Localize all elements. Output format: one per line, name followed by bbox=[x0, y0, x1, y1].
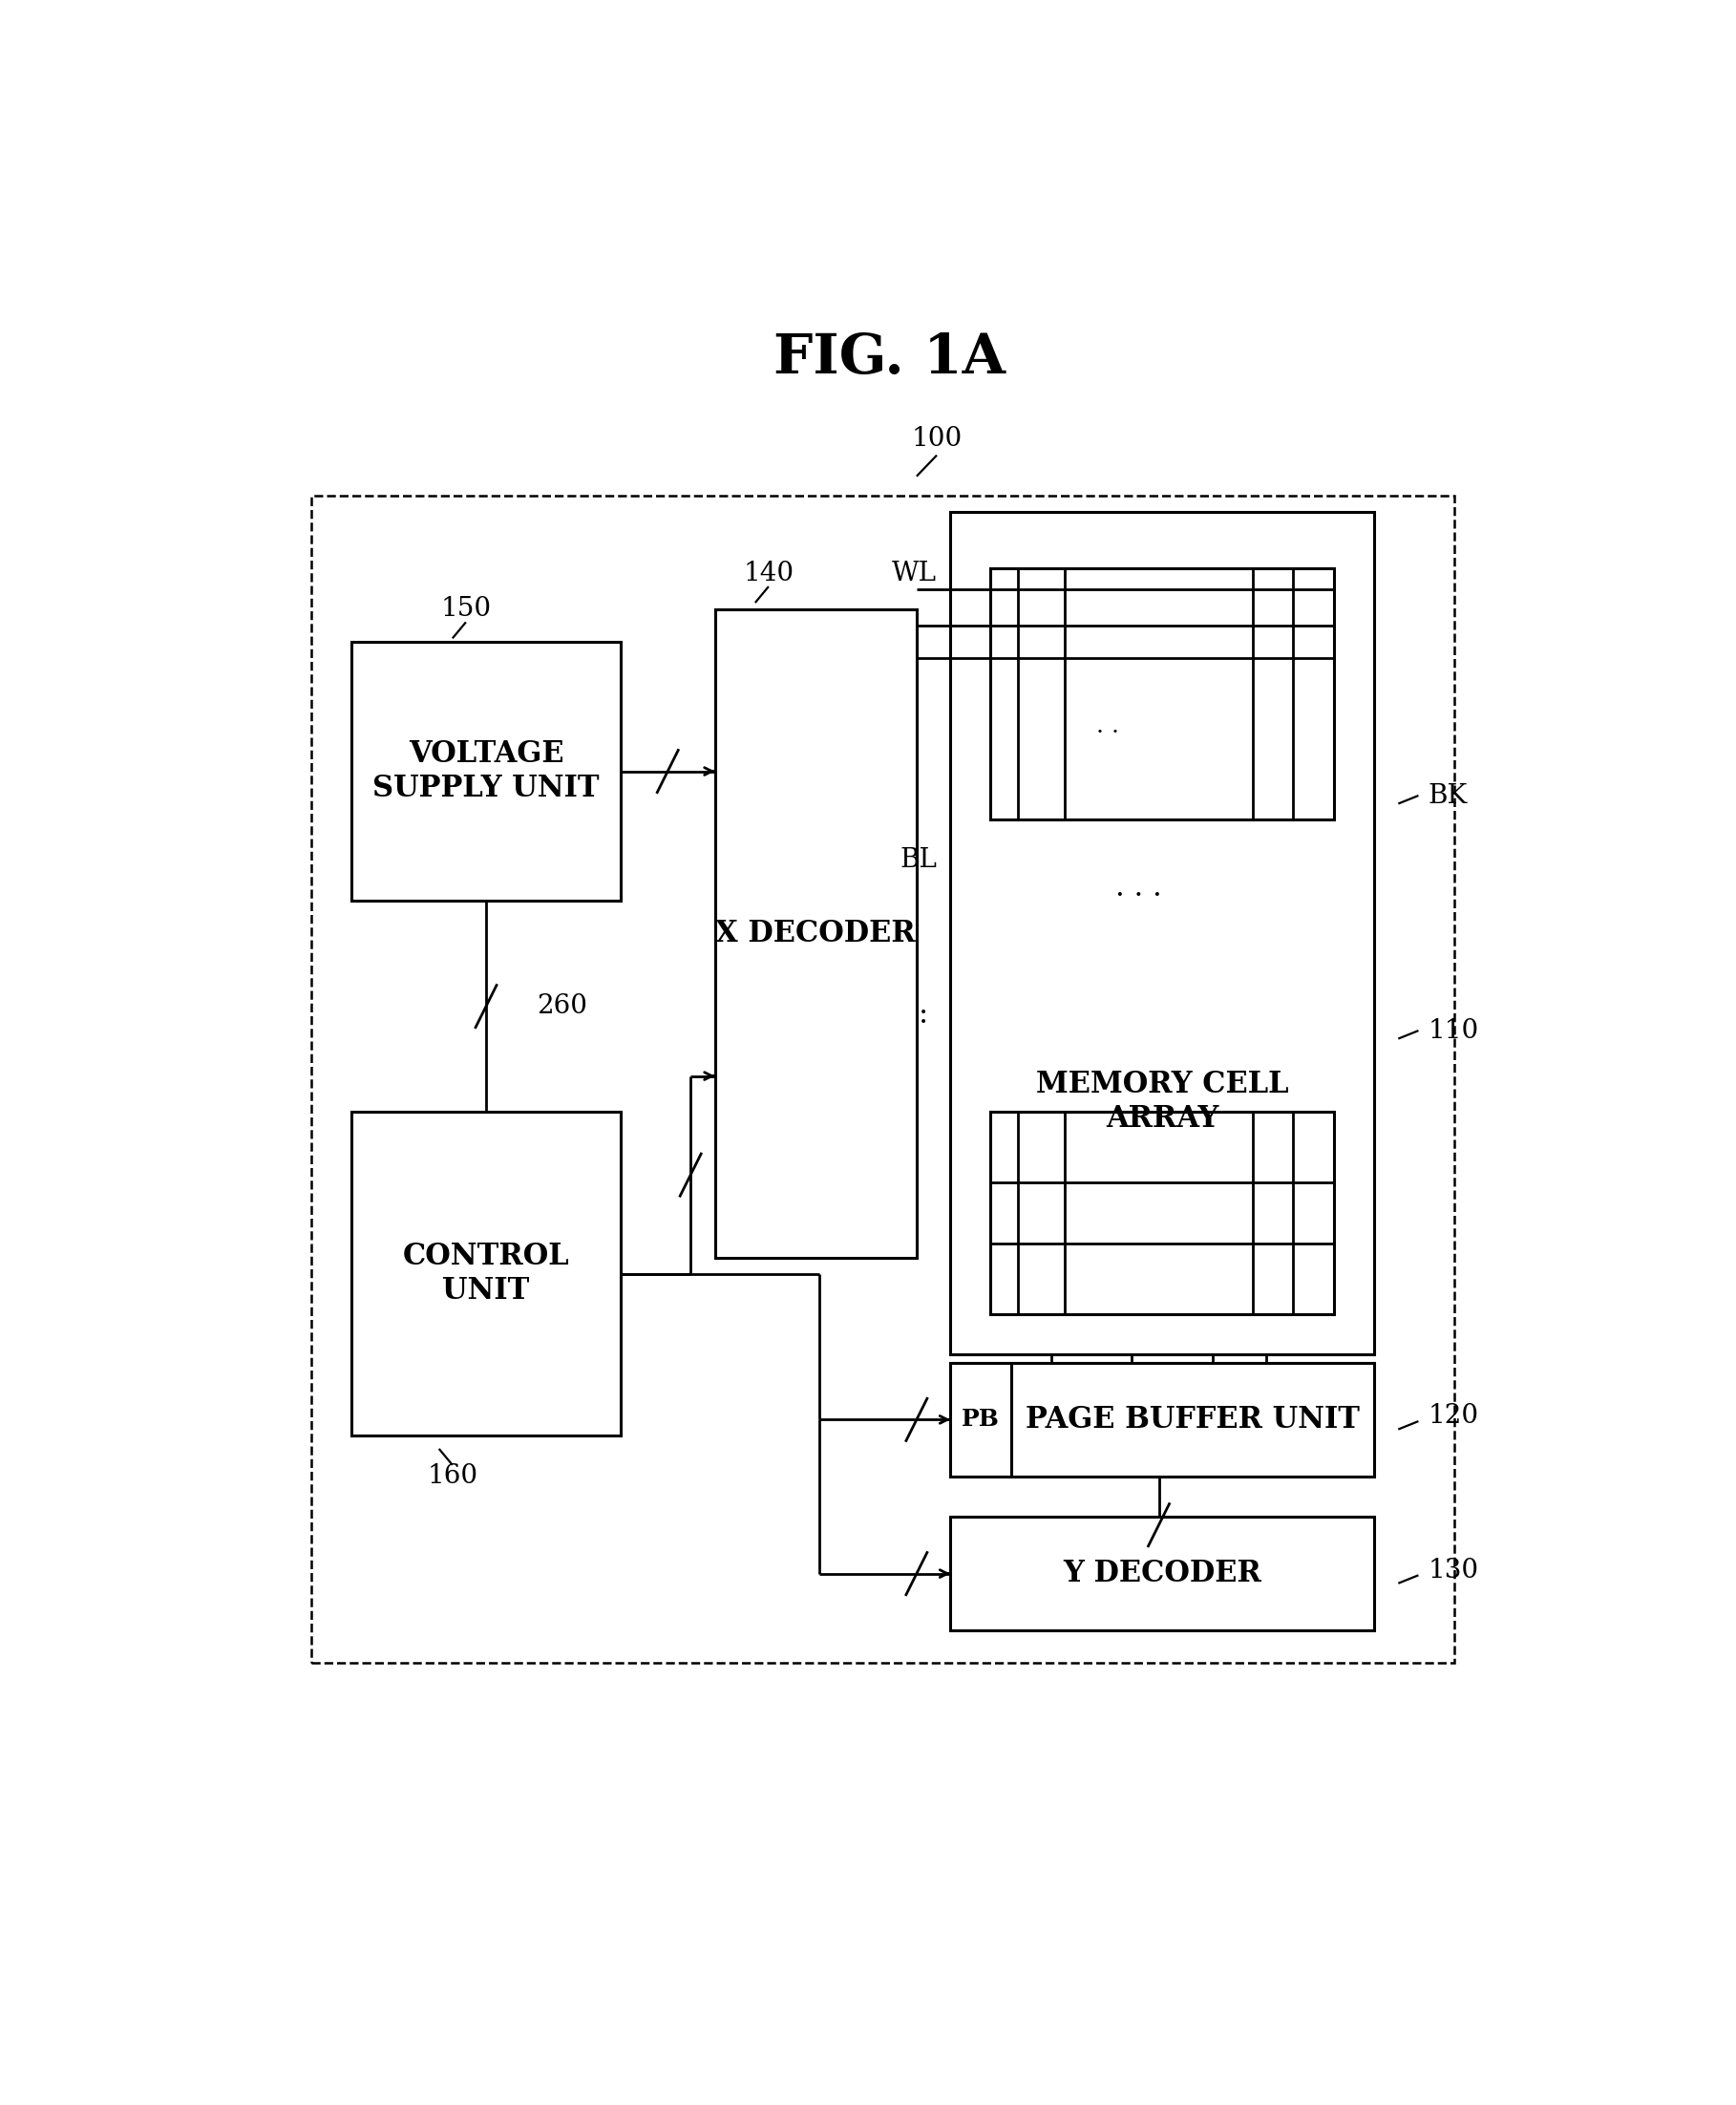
Bar bbox=[1010, 1362, 1375, 1476]
Text: CONTROL
UNIT: CONTROL UNIT bbox=[403, 1242, 569, 1305]
Text: MEMORY CELL
ARRAY: MEMORY CELL ARRAY bbox=[1036, 1069, 1288, 1135]
Text: VOLTAGE
SUPPLY UNIT: VOLTAGE SUPPLY UNIT bbox=[373, 739, 599, 804]
Bar bbox=[991, 568, 1333, 819]
Text: BL: BL bbox=[899, 848, 937, 874]
Text: BK: BK bbox=[1427, 783, 1467, 808]
Text: 130: 130 bbox=[1427, 1558, 1479, 1583]
Text: 260: 260 bbox=[536, 994, 589, 1019]
Text: 110: 110 bbox=[1427, 1017, 1479, 1044]
Text: X DECODER: X DECODER bbox=[715, 918, 917, 947]
Text: . . .: . . . bbox=[1115, 874, 1161, 903]
Bar bbox=[311, 497, 1455, 1663]
Text: 160: 160 bbox=[427, 1463, 477, 1488]
Text: 100: 100 bbox=[911, 425, 962, 453]
Text: 120: 120 bbox=[1427, 1404, 1479, 1429]
Bar bbox=[950, 1518, 1375, 1629]
Text: 140: 140 bbox=[743, 560, 793, 587]
Bar bbox=[715, 608, 917, 1257]
Bar bbox=[351, 1111, 621, 1436]
Text: WL: WL bbox=[892, 560, 937, 587]
Bar bbox=[991, 1111, 1333, 1314]
Bar bbox=[950, 512, 1375, 1356]
Text: PAGE BUFFER UNIT: PAGE BUFFER UNIT bbox=[1026, 1404, 1359, 1434]
Bar bbox=[351, 642, 621, 901]
Text: FIG. 1A: FIG. 1A bbox=[774, 330, 1005, 385]
Bar bbox=[950, 1362, 1010, 1476]
Text: . .: . . bbox=[1095, 716, 1120, 737]
Text: :: : bbox=[918, 1000, 929, 1029]
Text: PB: PB bbox=[962, 1408, 1000, 1431]
Text: Y DECODER: Y DECODER bbox=[1062, 1560, 1262, 1589]
Text: 150: 150 bbox=[441, 596, 491, 623]
